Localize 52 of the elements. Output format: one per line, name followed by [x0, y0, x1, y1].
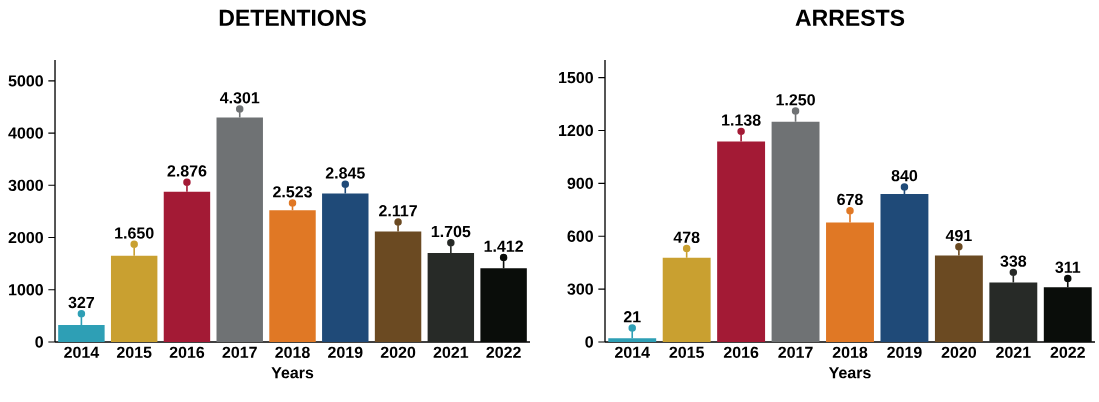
data-label: 1.412: [484, 240, 523, 252]
y-tick-label: 1200: [559, 124, 593, 137]
data-label: 2.523: [273, 186, 312, 198]
x-tick-label: 2020: [941, 346, 977, 359]
x-tick-label: 2022: [1050, 346, 1085, 359]
data-label: 2.845: [325, 167, 365, 179]
data-label: 327: [68, 296, 95, 309]
x-axis-title: Years: [828, 367, 871, 379]
x-tick-label: 2022: [486, 346, 521, 359]
data-label: 2.876: [167, 165, 207, 177]
x-tick-label: 2019: [328, 346, 363, 359]
y-tick-label: 900: [567, 177, 593, 190]
data-label: 478: [673, 231, 700, 243]
x-tick-label: 2017: [222, 346, 257, 359]
y-tick-label: 1000: [9, 284, 43, 296]
data-label: 840: [891, 169, 918, 182]
data-label: 4.301: [219, 92, 260, 104]
chart-title: DETENTIONS: [219, 9, 366, 26]
y-tick-label: 600: [567, 230, 593, 242]
y-tick-label: 5000: [8, 75, 43, 87]
x-tick-label: 2014: [64, 346, 100, 359]
data-label: 1.250: [776, 94, 815, 106]
x-tick-label: 2019: [887, 346, 922, 359]
x-tick-label: 2014: [614, 346, 650, 359]
data-label: 311: [1055, 261, 1081, 273]
x-tick-label: 2021: [996, 346, 1031, 359]
data-label: 1.138: [722, 114, 761, 126]
x-axis-title: Years: [271, 367, 314, 379]
x-tick-label: 2015: [116, 346, 152, 359]
data-label: 2.117: [379, 205, 417, 217]
y-tick-label: 1500: [559, 71, 593, 84]
data-label: 21: [623, 311, 641, 323]
data-label: 1.705: [431, 225, 471, 238]
y-tick-label: 4000: [8, 127, 43, 139]
y-tick-label: 0: [585, 336, 593, 348]
x-tick-label: 2020: [380, 346, 416, 359]
chart-title: ARRESTS: [795, 9, 905, 26]
x-tick-label: 2016: [723, 346, 759, 359]
x-tick-label: 2018: [832, 346, 868, 359]
x-tick-label: 2017: [778, 346, 813, 359]
x-tick-label: 2018: [275, 346, 310, 359]
data-label: 678: [837, 193, 863, 206]
x-tick-label: 2021: [433, 346, 469, 359]
y-tick-label: 3000: [8, 179, 43, 192]
y-tick-label: 300: [567, 283, 593, 295]
x-tick-label: 2015: [669, 346, 705, 359]
x-tick-label: 2016: [169, 346, 205, 359]
data-label: 491: [945, 229, 972, 242]
y-tick-label: 0: [35, 336, 43, 348]
data-label: 1.650: [115, 227, 154, 239]
data-label: 338: [1000, 255, 1027, 267]
y-tick-label: 2000: [8, 231, 43, 244]
